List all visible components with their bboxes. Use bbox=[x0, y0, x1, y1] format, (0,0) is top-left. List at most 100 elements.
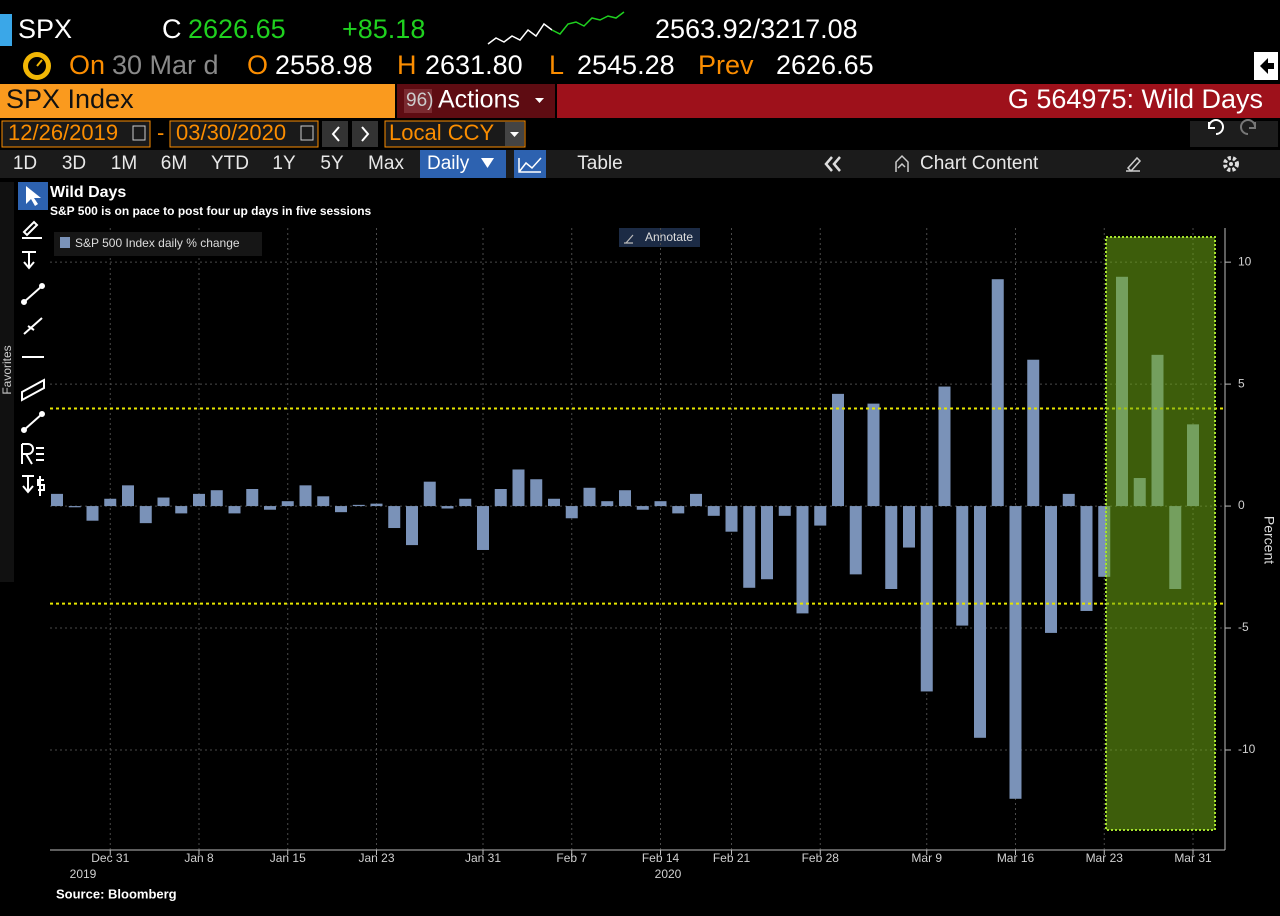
prev-button[interactable] bbox=[322, 121, 348, 147]
x-tick-label: Jan 23 bbox=[358, 851, 394, 865]
x-tick-label: Mar 9 bbox=[911, 851, 942, 865]
period-button[interactable]: 1Y bbox=[272, 153, 296, 174]
start-date: 12/26/2019 bbox=[8, 120, 118, 145]
period-button[interactable]: 5Y bbox=[320, 153, 344, 174]
range: 2563.92/3217.08 bbox=[655, 14, 858, 44]
bar bbox=[849, 506, 862, 575]
date-dash: - bbox=[157, 120, 164, 145]
start-date-input[interactable] bbox=[1, 120, 151, 148]
settings-button[interactable] bbox=[1223, 156, 1239, 172]
bar bbox=[157, 497, 170, 507]
bar bbox=[86, 506, 99, 521]
x-tick-label: Jan 15 bbox=[270, 851, 306, 865]
y-tick-label: -10 bbox=[1238, 742, 1256, 756]
bar bbox=[281, 501, 294, 507]
bar bbox=[601, 501, 614, 507]
period-button[interactable]: 1M bbox=[111, 153, 137, 174]
period-button[interactable]: 3D bbox=[62, 153, 86, 174]
bar bbox=[867, 403, 880, 507]
bar bbox=[1062, 493, 1075, 507]
y-tick-label: 10 bbox=[1238, 254, 1252, 268]
bar bbox=[335, 506, 347, 513]
bar bbox=[459, 498, 472, 507]
currency-select[interactable] bbox=[384, 120, 526, 148]
year-label: 2019 bbox=[70, 867, 97, 881]
bar bbox=[139, 506, 152, 524]
bar bbox=[725, 506, 738, 532]
bar bbox=[565, 506, 578, 519]
close: 2626.65 bbox=[188, 14, 286, 44]
period-button[interactable]: YTD bbox=[211, 153, 249, 174]
bar bbox=[122, 485, 134, 507]
period-button[interactable]: Max bbox=[368, 153, 404, 174]
bar bbox=[1080, 506, 1093, 611]
annotate-label: Annotate bbox=[645, 230, 693, 244]
x-tick-label: Feb 7 bbox=[556, 851, 587, 865]
bar bbox=[423, 481, 436, 507]
bar bbox=[619, 490, 631, 507]
bar bbox=[814, 506, 827, 526]
bar bbox=[885, 506, 898, 590]
bar bbox=[832, 393, 844, 507]
undo-redo[interactable] bbox=[1190, 121, 1278, 147]
low: 2545.28 bbox=[577, 50, 675, 80]
bar bbox=[991, 279, 1004, 507]
actions-label: Actions bbox=[438, 86, 520, 114]
end-date-input[interactable] bbox=[169, 120, 319, 148]
bar bbox=[370, 503, 383, 507]
bar bbox=[530, 479, 543, 507]
bar bbox=[583, 487, 596, 507]
annotate-button[interactable] bbox=[619, 228, 700, 247]
security-box[interactable] bbox=[0, 84, 395, 118]
bar bbox=[512, 469, 525, 507]
source: Source: Bloomberg bbox=[56, 886, 177, 901]
period-buttons: 1D 3D 1M 6M YTD 1Y 5Y Max bbox=[13, 153, 405, 174]
table-button[interactable]: Table bbox=[577, 153, 622, 174]
period-button[interactable]: 1D bbox=[13, 153, 37, 174]
bar bbox=[494, 488, 507, 507]
y-tick-label: -5 bbox=[1238, 620, 1249, 634]
chart-content-button[interactable]: Chart Content bbox=[920, 153, 1039, 174]
edit-button[interactable] bbox=[1126, 156, 1142, 173]
bar bbox=[1009, 506, 1022, 799]
bar bbox=[654, 501, 667, 507]
bar bbox=[246, 488, 259, 507]
bar bbox=[920, 506, 933, 692]
y-tick-label: 5 bbox=[1238, 376, 1245, 390]
y-axis-label: Percent bbox=[1261, 516, 1277, 564]
prev-label: Prev bbox=[698, 50, 754, 80]
bar bbox=[707, 506, 720, 516]
x-tick-label: Feb 28 bbox=[802, 851, 840, 865]
bar bbox=[974, 506, 986, 738]
sparkline-past bbox=[487, 22, 553, 45]
period-button[interactable]: 6M bbox=[161, 153, 187, 174]
bar bbox=[778, 506, 791, 516]
bar bbox=[210, 490, 223, 507]
favorites-label[interactable]: Favorites bbox=[0, 345, 14, 394]
open-label: O bbox=[247, 50, 268, 80]
plot: -10 -5 0 5 10 Dec 31 Jan 8 Jan 15 Jan 23 Jan 31 Fe… bbox=[50, 228, 1277, 881]
date: 30 Mar d bbox=[112, 50, 219, 80]
bar bbox=[690, 493, 702, 507]
bar bbox=[228, 506, 241, 514]
next-button[interactable] bbox=[352, 121, 378, 147]
on-label: On bbox=[69, 50, 105, 80]
bar bbox=[299, 485, 312, 507]
x-tick-label: Feb 21 bbox=[713, 851, 751, 865]
x-tick-label: Mar 31 bbox=[1174, 851, 1212, 865]
collapse-button[interactable] bbox=[824, 156, 841, 172]
bar bbox=[548, 498, 560, 507]
x-tick-label: Jan 8 bbox=[184, 851, 214, 865]
bar bbox=[104, 498, 117, 507]
end-date: 03/30/2020 bbox=[176, 120, 286, 145]
chart-title: Wild Days bbox=[50, 184, 126, 201]
bar bbox=[68, 506, 81, 508]
drawing-tools bbox=[18, 182, 48, 496]
security: SPX Index bbox=[6, 84, 134, 114]
bar bbox=[796, 506, 809, 614]
legend-swatch bbox=[60, 237, 70, 248]
bar bbox=[672, 506, 685, 514]
frequency-button[interactable] bbox=[420, 150, 506, 178]
